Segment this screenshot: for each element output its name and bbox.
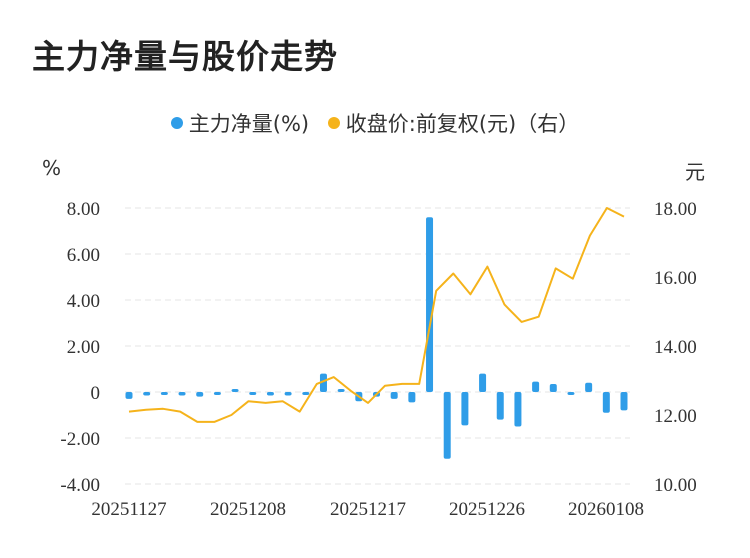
net-volume-bar — [585, 382, 593, 392]
right-axis-unit: 元 — [685, 160, 705, 184]
left-tick-label: 6.00 — [67, 245, 100, 266]
net-volume-bar — [479, 373, 487, 392]
x-tick-label: 20260108 — [568, 499, 644, 520]
left-axis-unit: % — [42, 156, 62, 180]
legend-dot-net-volume — [170, 117, 183, 129]
net-volume-bar — [532, 381, 540, 392]
net-volume-bar — [567, 392, 575, 395]
net-volume-bar — [125, 392, 133, 399]
net-volume-bar — [620, 392, 628, 411]
x-tick-label: 20251217 — [330, 499, 406, 520]
net-volume-bar — [443, 392, 451, 459]
net-volume-bar — [319, 373, 327, 392]
legend-item-net-volume[interactable]: 主力净量(%) — [170, 108, 310, 138]
net-volume-bar — [408, 392, 416, 403]
left-tick-label: 4.00 — [67, 291, 100, 312]
net-volume-bar — [514, 392, 522, 427]
right-tick-label: 12.00 — [654, 406, 697, 427]
net-volume-bar — [196, 392, 204, 397]
net-volume-bar — [143, 392, 151, 396]
net-volume-bar — [602, 392, 610, 413]
left-tick-label: 0 — [91, 383, 101, 404]
net-volume-bar — [249, 392, 257, 395]
net-volume-bar — [390, 392, 398, 399]
net-volume-bar — [426, 217, 434, 392]
left-tick-label: 2.00 — [67, 337, 100, 358]
net-volume-bar — [461, 392, 469, 426]
net-volume-bar — [284, 392, 292, 396]
net-volume-bar — [231, 389, 239, 392]
left-tick-label: 8.00 — [67, 199, 100, 220]
close-price-line — [128, 207, 625, 423]
x-tick-label: 20251127 — [91, 499, 166, 520]
right-tick-label: 10.00 — [654, 475, 697, 496]
legend-dot-close-price — [327, 117, 340, 129]
legend-label-net-volume: 主力净量(%) — [188, 112, 310, 136]
left-tick-label: -4.00 — [60, 475, 100, 496]
right-tick-label: 14.00 — [654, 337, 697, 358]
net-volume-bar — [302, 392, 310, 395]
net-volume-bar — [266, 392, 274, 396]
legend-item-close-price[interactable]: 收盘价:前复权(元)（右） — [327, 108, 580, 138]
legend-label-close-price: 收盘价:前复权(元)（右） — [345, 112, 580, 136]
right-tick-label: 16.00 — [654, 268, 697, 289]
x-tick-label: 20251226 — [449, 499, 525, 520]
right-tick-label: 18.00 — [654, 199, 697, 220]
net-volume-bar — [549, 383, 557, 392]
net-volume-bar — [178, 392, 186, 396]
net-volume-bar — [496, 392, 504, 420]
legend: 主力净量(%) 收盘价:前复权(元)（右） — [0, 108, 750, 138]
x-tick-label: 20251208 — [210, 499, 286, 520]
net-volume-bar — [160, 392, 168, 395]
left-tick-label: -2.00 — [60, 429, 100, 450]
net-volume-bar — [213, 392, 221, 395]
net-volume-bar — [337, 389, 345, 392]
chart-title: 主力净量与股价走势 — [32, 37, 338, 76]
